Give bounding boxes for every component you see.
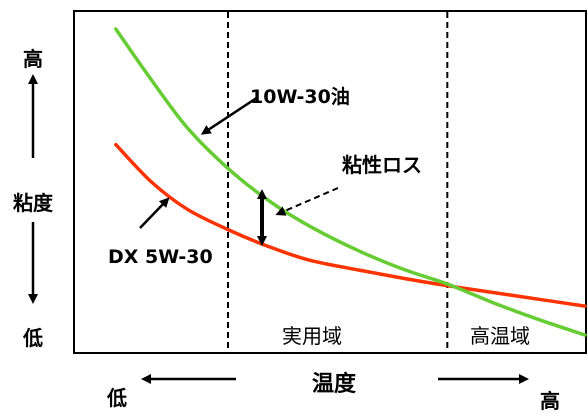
series-label-10w30-pointer: [200, 95, 259, 135]
series-label-dx5w30: DX 5W-30: [108, 197, 213, 268]
x-axis-low-label: 低: [106, 386, 127, 410]
regions-layer: [227, 12, 449, 352]
series-line-0: [114, 27, 587, 337]
series-label-dx5w30-pointer: [139, 197, 170, 229]
series-label-10w30-text: 10W-30油: [250, 86, 350, 108]
y-axis-title: 粘度: [13, 191, 54, 215]
x-axis-high-label: 高: [540, 389, 560, 412]
y-axis-high-label: 高: [23, 47, 43, 71]
y-axis-low-label: 低: [22, 326, 43, 350]
region-label-high-temp: 高温域: [470, 324, 530, 348]
viscosity-loss-pointer: [275, 187, 339, 216]
series-label-10w30: 10W-30油: [200, 86, 350, 135]
x-axis-title: 温度: [312, 371, 357, 397]
series-label-dx5w30-text: DX 5W-30: [108, 246, 213, 268]
annotation-viscosity-loss: 粘性ロス: [257, 153, 422, 246]
viscosity-loss-label: 粘性ロス: [342, 153, 422, 177]
plot-frame: [73, 10, 587, 354]
region-label-practical: 実用域: [282, 324, 342, 348]
series-line-1: [114, 142, 587, 308]
series-layer: [114, 27, 587, 337]
